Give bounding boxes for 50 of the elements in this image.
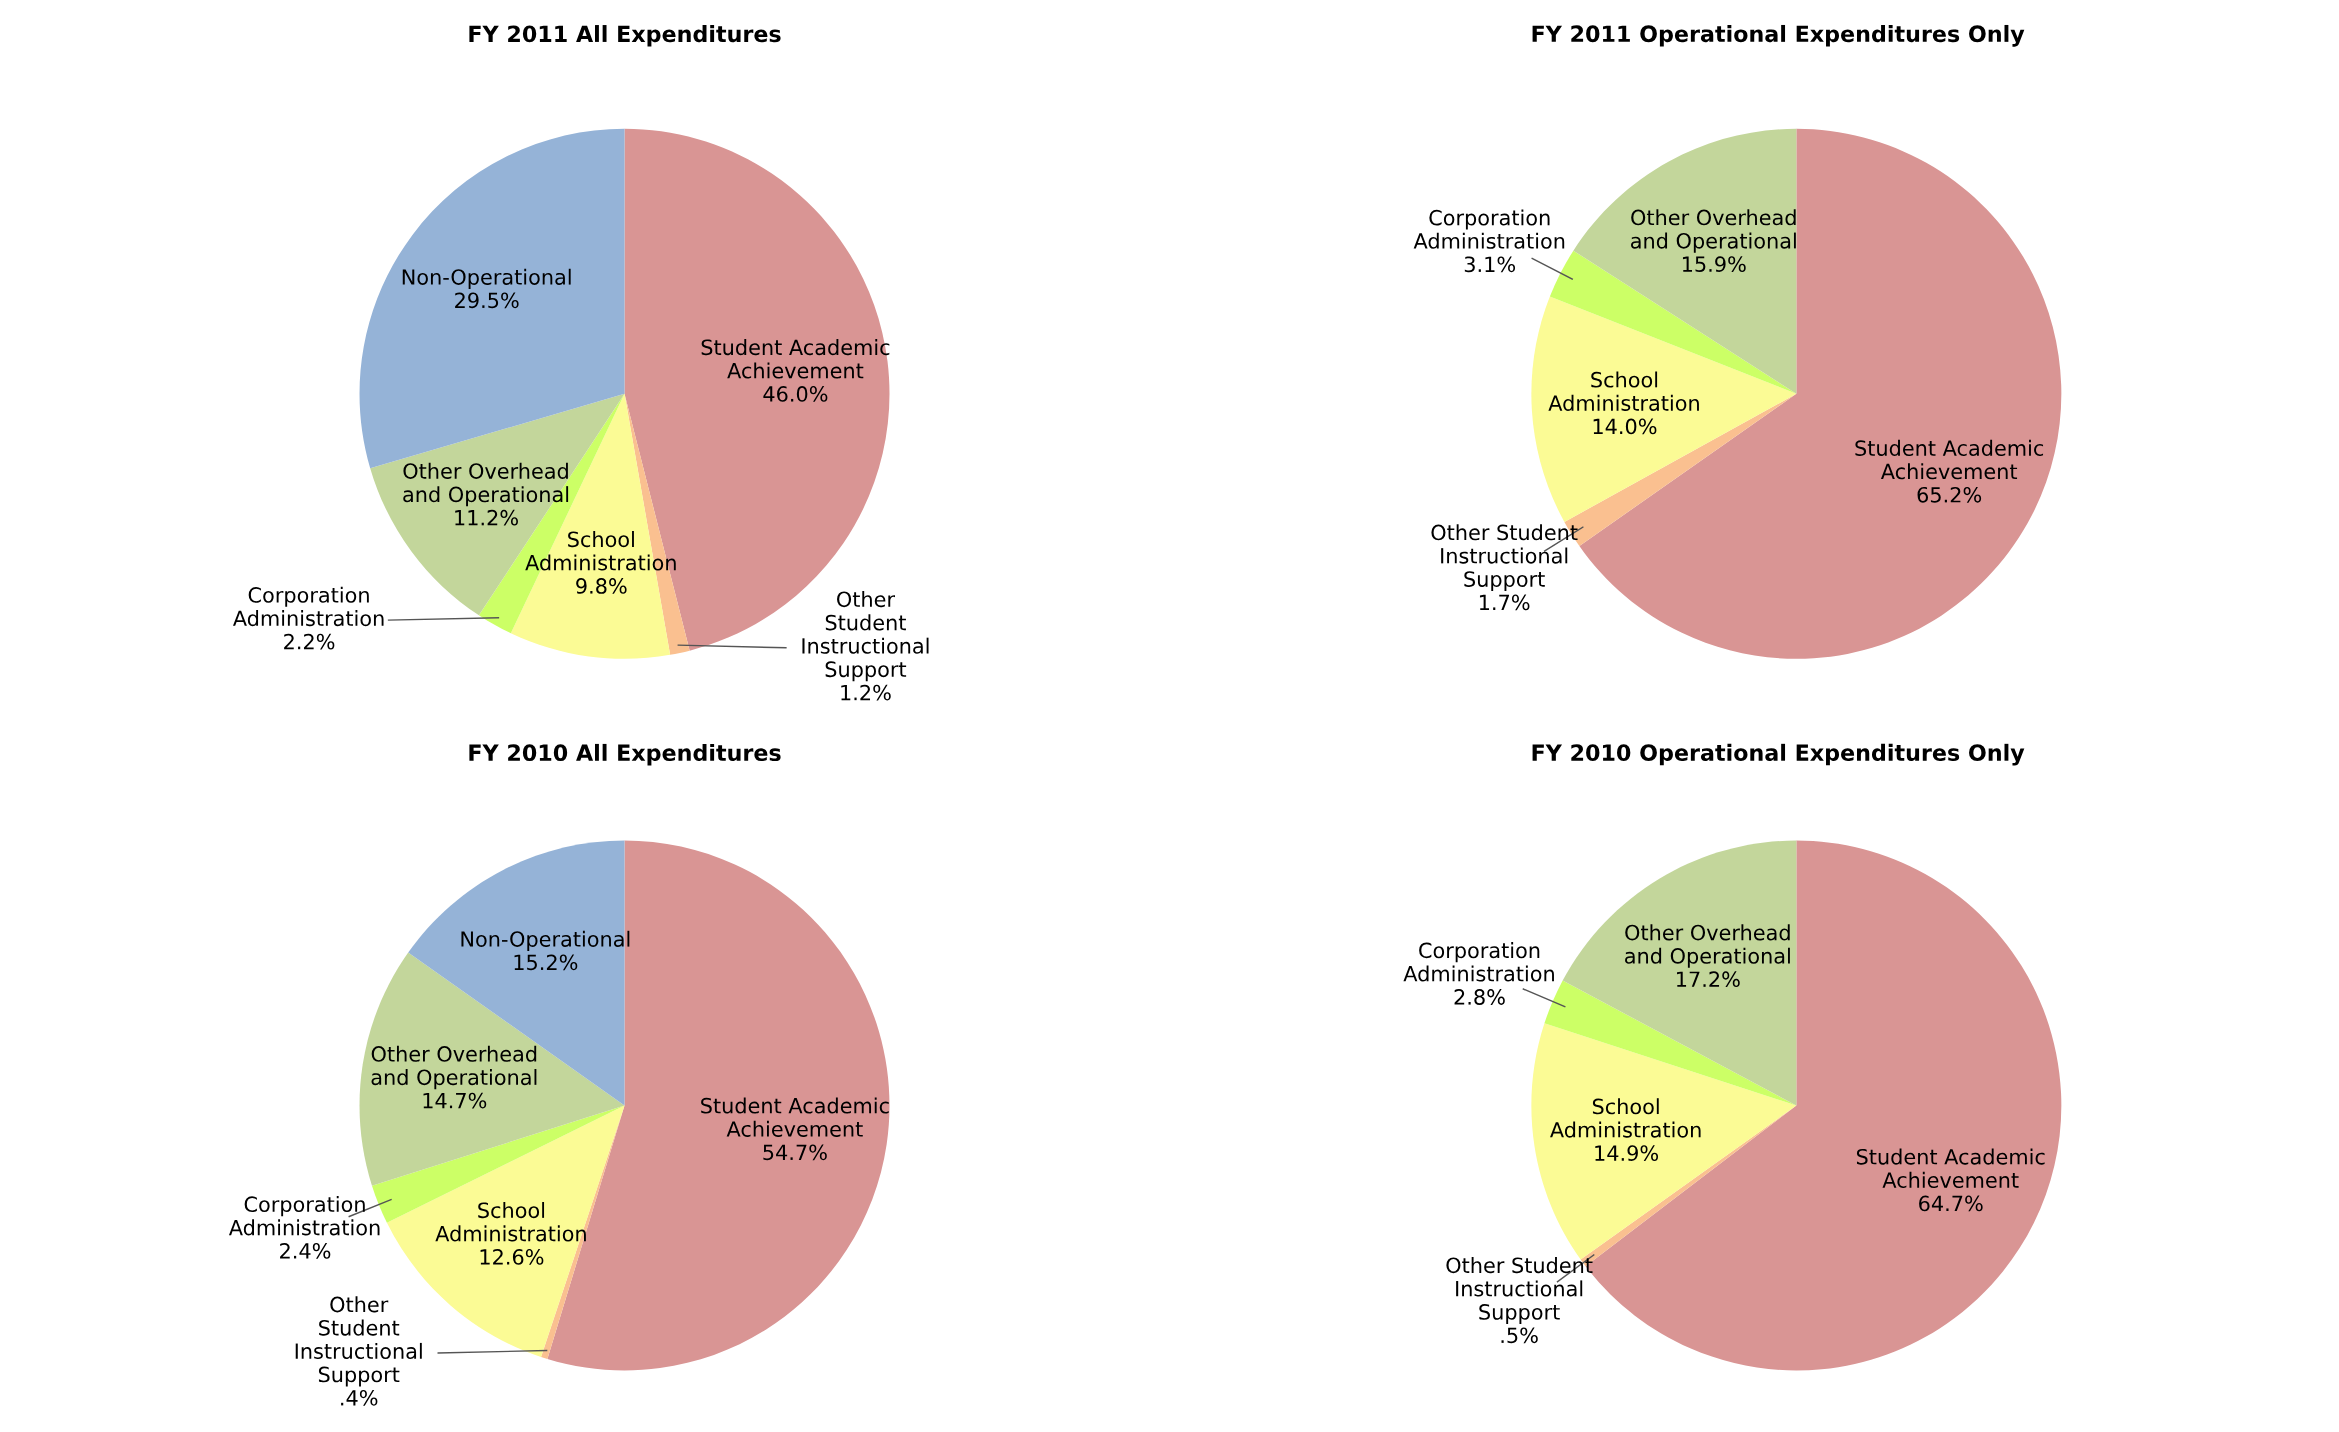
slice-label: Other Overhead and Operational (1630, 209, 1796, 253)
data-label: 1.2% (841, 684, 891, 701)
slice-label: School Administration (525, 531, 676, 571)
data-label: 29.5% (455, 292, 519, 309)
data-label: 11.2% (455, 509, 518, 526)
pie-slice (359, 952, 625, 1186)
data-label: 46.0% (763, 386, 828, 402)
slice-label: School Administration (1548, 371, 1699, 411)
slice-label: Non-Operational (461, 930, 630, 951)
slice-label: Student Academic Achievement (701, 339, 890, 379)
slice-label: Corporation Administration (228, 1195, 380, 1236)
chart-title: FY 2011 All Expenditures (469, 25, 781, 47)
slice-label: Other Student Instructional Support (295, 1296, 422, 1387)
slice-label: Corporation Administration (232, 586, 384, 627)
pie-slice (1531, 296, 1797, 522)
slice-label: School Administration (435, 1202, 586, 1242)
slice-label: Corporation Administration (1413, 209, 1565, 249)
data-label: 15.2% (514, 954, 578, 971)
slice-label: Non-Operational (402, 268, 571, 289)
data-label: 1.7% (1479, 594, 1530, 611)
data-label: 54.7% (763, 1144, 827, 1161)
data-label: .4% (341, 1389, 378, 1406)
chart-title: FY 2011 Operational Expenditures Only (1532, 24, 2025, 47)
data-label: 12.6% (480, 1249, 544, 1265)
slice-label: Student Academic Achievement (701, 1097, 889, 1137)
slice-label: School Administration (1550, 1098, 1701, 1138)
data-label: 9.8% (576, 578, 627, 594)
slice-label: Student Academic Achievement (1856, 1148, 2045, 1188)
data-label: 14.7% (423, 1092, 487, 1109)
chart-title: FY 2010 All Expenditures (469, 743, 781, 766)
data-label: .5% (1501, 1327, 1538, 1344)
slice-label: Other Overhead and Operational (1625, 924, 1790, 968)
data-label: 2.4% (280, 1242, 331, 1259)
data-label: 2.8% (1454, 989, 1505, 1005)
data-label: 14.9% (1595, 1145, 1659, 1161)
data-label: 14.0% (1593, 418, 1657, 435)
data-label: 15.9% (1682, 256, 1746, 273)
slice-label: Other Student Instructional Support (802, 591, 929, 682)
data-label: 64.7% (1919, 1195, 1983, 1212)
data-label: 17.2% (1677, 971, 1740, 988)
chart-title: FY 2010 Operational Expenditures Only (1532, 743, 2025, 766)
data-label: 65.2% (1917, 486, 1982, 503)
pie-slice (1573, 128, 1797, 394)
slice-label: Other Student Instructional Support (1431, 524, 1578, 591)
data-label: 2.2% (284, 633, 335, 650)
slice-label: Student Academic Achievement (1855, 439, 2044, 480)
data-label: 3.1% (1464, 256, 1516, 273)
slice-label: Other Overhead and Operational (371, 1045, 537, 1090)
slice-label: Other Overhead and Operational (403, 462, 569, 507)
slice-label: Corporation Administration (1403, 942, 1554, 982)
